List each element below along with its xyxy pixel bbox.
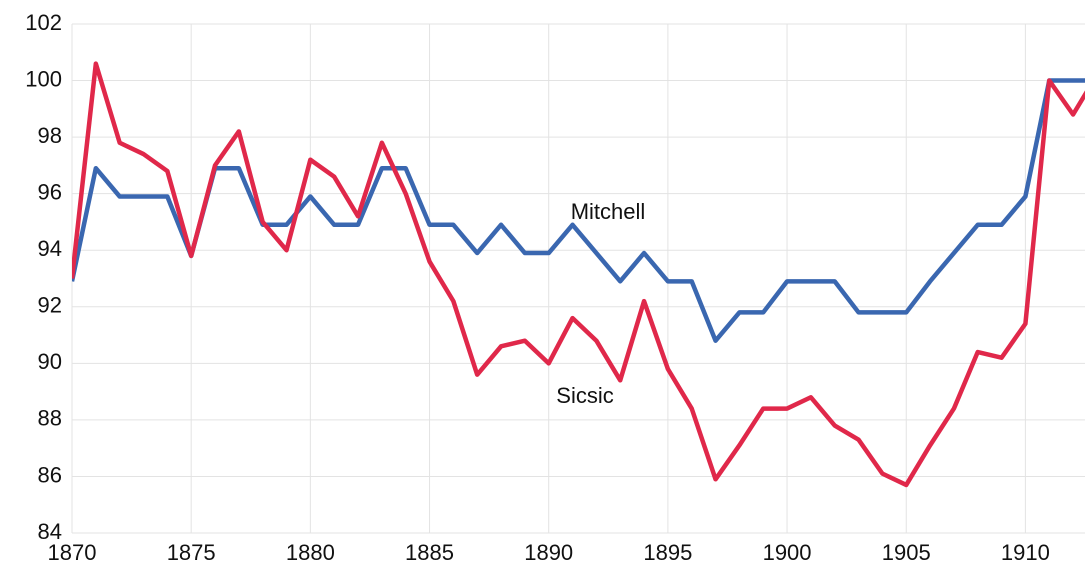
series-label: Mitchell: [571, 199, 646, 224]
x-tick-label: 1890: [524, 540, 573, 565]
x-tick-label: 1885: [405, 540, 454, 565]
x-tick-label: 1900: [763, 540, 812, 565]
y-tick-label: 102: [25, 10, 62, 35]
x-tick-label: 1895: [643, 540, 692, 565]
x-tick-label: 1905: [882, 540, 931, 565]
series-line: [72, 78, 1085, 343]
x-tick-label: 1880: [286, 540, 335, 565]
plot-lines: [72, 61, 1085, 488]
labels: 84 86 88 90 92 94 96 98 100 102 1870 1875 1880 1885 18…: [25, 10, 1050, 565]
y-tick-label: 98: [38, 123, 62, 148]
y-tick-label: 92: [38, 293, 62, 318]
y-tick-label: 88: [38, 406, 62, 431]
x-tick-label: 1910: [1001, 540, 1050, 565]
series-line: [72, 61, 1085, 488]
y-tick-label: 94: [38, 236, 62, 261]
y-tick-label: 86: [38, 462, 62, 487]
y-tick-label: 84: [38, 519, 62, 544]
grid: [71, 23, 1085, 534]
y-tick-label: 100: [25, 66, 62, 91]
x-tick-label: 1875: [167, 540, 216, 565]
y-tick-label: 90: [38, 349, 62, 374]
series-label: Sicsic: [556, 383, 613, 408]
x-tick-label: 1870: [48, 540, 97, 565]
y-tick-label: 96: [38, 179, 62, 204]
